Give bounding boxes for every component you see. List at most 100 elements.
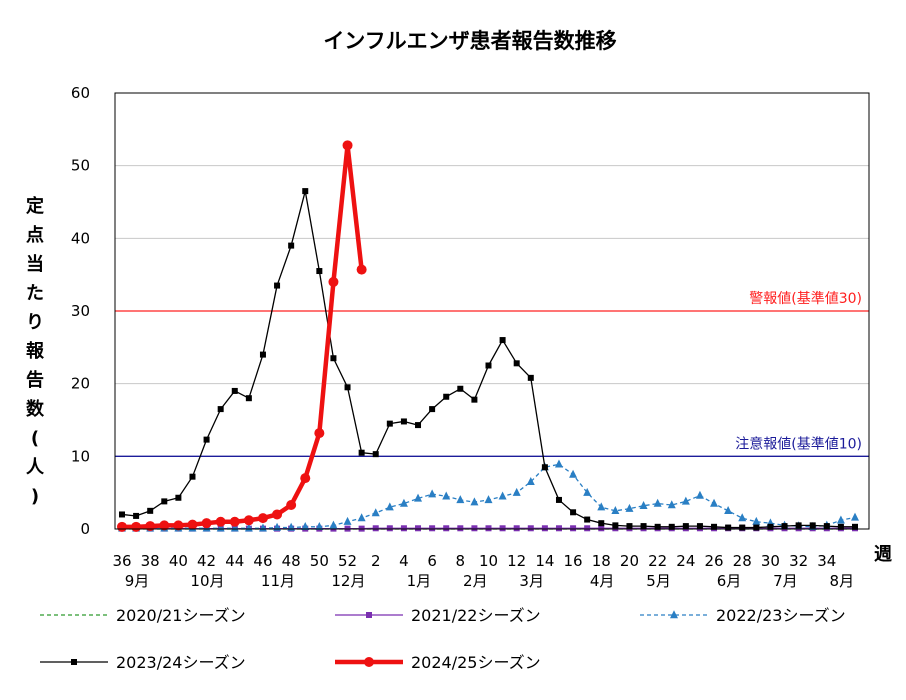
x-tick-label: 4 xyxy=(399,552,409,570)
series-lines xyxy=(117,140,859,532)
data-point xyxy=(640,523,647,530)
y-label-char: 人 xyxy=(26,457,45,478)
y-label-char: ) xyxy=(31,486,39,507)
data-point xyxy=(625,503,634,512)
x-tick-label: 42 xyxy=(197,552,216,570)
month-label: 10月 xyxy=(190,572,224,590)
x-tick-label: 2 xyxy=(371,552,381,570)
month-label: 9月 xyxy=(125,572,150,590)
data-point xyxy=(316,268,323,275)
month-label: 6月 xyxy=(717,572,742,590)
data-point xyxy=(471,525,478,532)
data-point xyxy=(598,520,605,527)
plot-frame xyxy=(114,92,870,530)
month-label: 11月 xyxy=(261,572,295,590)
data-point xyxy=(738,513,747,522)
data-point xyxy=(133,512,140,519)
data-point xyxy=(161,498,168,505)
month-labels: 9月 10月 11月 12月 1月 2月 3月 4月 5月 6月 7月 8月 xyxy=(125,572,854,590)
data-point xyxy=(484,495,493,504)
x-tick-label: 20 xyxy=(620,552,639,570)
x-tick-label: 12 xyxy=(507,552,526,570)
data-point xyxy=(724,506,733,515)
x-tick-label: 22 xyxy=(648,552,667,570)
data-point xyxy=(371,508,380,517)
data-point xyxy=(527,525,534,532)
data-point xyxy=(147,507,154,514)
data-point xyxy=(400,525,407,532)
x-tick-label: 32 xyxy=(789,552,808,570)
data-point xyxy=(414,493,423,502)
data-point xyxy=(485,362,492,369)
y-tick-label: 60 xyxy=(71,84,90,102)
data-point xyxy=(612,522,619,529)
y-label-char: ( xyxy=(31,428,39,449)
data-point xyxy=(229,516,240,527)
data-point xyxy=(415,525,422,532)
data-point xyxy=(175,494,182,501)
data-point xyxy=(583,487,592,496)
data-point xyxy=(399,498,408,507)
data-point xyxy=(372,525,379,532)
x-tick-label: 52 xyxy=(338,552,357,570)
y-label-char: 数 xyxy=(26,398,45,420)
data-point xyxy=(767,523,774,530)
month-label: 4月 xyxy=(590,572,615,590)
data-point xyxy=(300,473,311,484)
data-point xyxy=(852,523,858,530)
legend-label: 2021/22シーズン xyxy=(411,606,541,625)
data-point xyxy=(809,522,816,529)
data-point xyxy=(119,511,125,518)
month-label: 8月 xyxy=(830,572,855,590)
legend-label: 2023/24シーズン xyxy=(116,653,246,672)
data-point xyxy=(513,360,520,367)
data-point xyxy=(570,525,577,532)
x-tick-label: 6 xyxy=(427,552,437,570)
data-point xyxy=(286,500,297,511)
data-point xyxy=(499,525,506,532)
data-point xyxy=(257,513,268,524)
x-tick-label: 40 xyxy=(169,552,188,570)
data-point xyxy=(725,524,732,531)
data-point xyxy=(541,525,548,532)
y-label-char: た xyxy=(26,283,44,304)
data-point xyxy=(668,523,675,530)
data-point xyxy=(457,525,464,532)
data-point xyxy=(695,490,704,499)
data-point xyxy=(173,520,184,531)
month-label: 7月 xyxy=(773,572,798,590)
data-point xyxy=(245,395,252,402)
data-point xyxy=(639,500,648,509)
threshold-label: 注意報値(基準値10) xyxy=(735,435,862,452)
x-tick-label: 36 xyxy=(112,552,131,570)
x-tick-label: 34 xyxy=(817,552,836,570)
x-axis-label: 週 xyxy=(874,544,892,565)
data-point xyxy=(456,495,465,504)
y-tick-label: 10 xyxy=(71,447,90,465)
data-point xyxy=(329,520,338,529)
data-point xyxy=(301,522,310,531)
data-point xyxy=(499,337,506,344)
data-point xyxy=(189,473,196,480)
data-point xyxy=(555,525,562,532)
data-point xyxy=(231,387,238,394)
data-point xyxy=(288,242,295,249)
threshold-lines: 警報値(基準値30) 注意報値(基準値10) xyxy=(115,290,869,457)
data-point xyxy=(302,188,309,195)
month-label: 12月 xyxy=(331,572,365,590)
data-point xyxy=(598,525,605,532)
data-point xyxy=(203,436,210,443)
data-point xyxy=(471,396,478,403)
data-point xyxy=(570,509,577,516)
x-tick-label: 48 xyxy=(282,552,301,570)
data-point xyxy=(272,509,283,520)
data-point xyxy=(611,506,620,515)
data-point xyxy=(569,469,578,478)
x-tick-label: 14 xyxy=(535,552,554,570)
data-point xyxy=(555,496,562,503)
data-point xyxy=(385,502,394,511)
data-point xyxy=(626,523,633,530)
data-point xyxy=(356,264,367,275)
data-point xyxy=(653,498,662,507)
